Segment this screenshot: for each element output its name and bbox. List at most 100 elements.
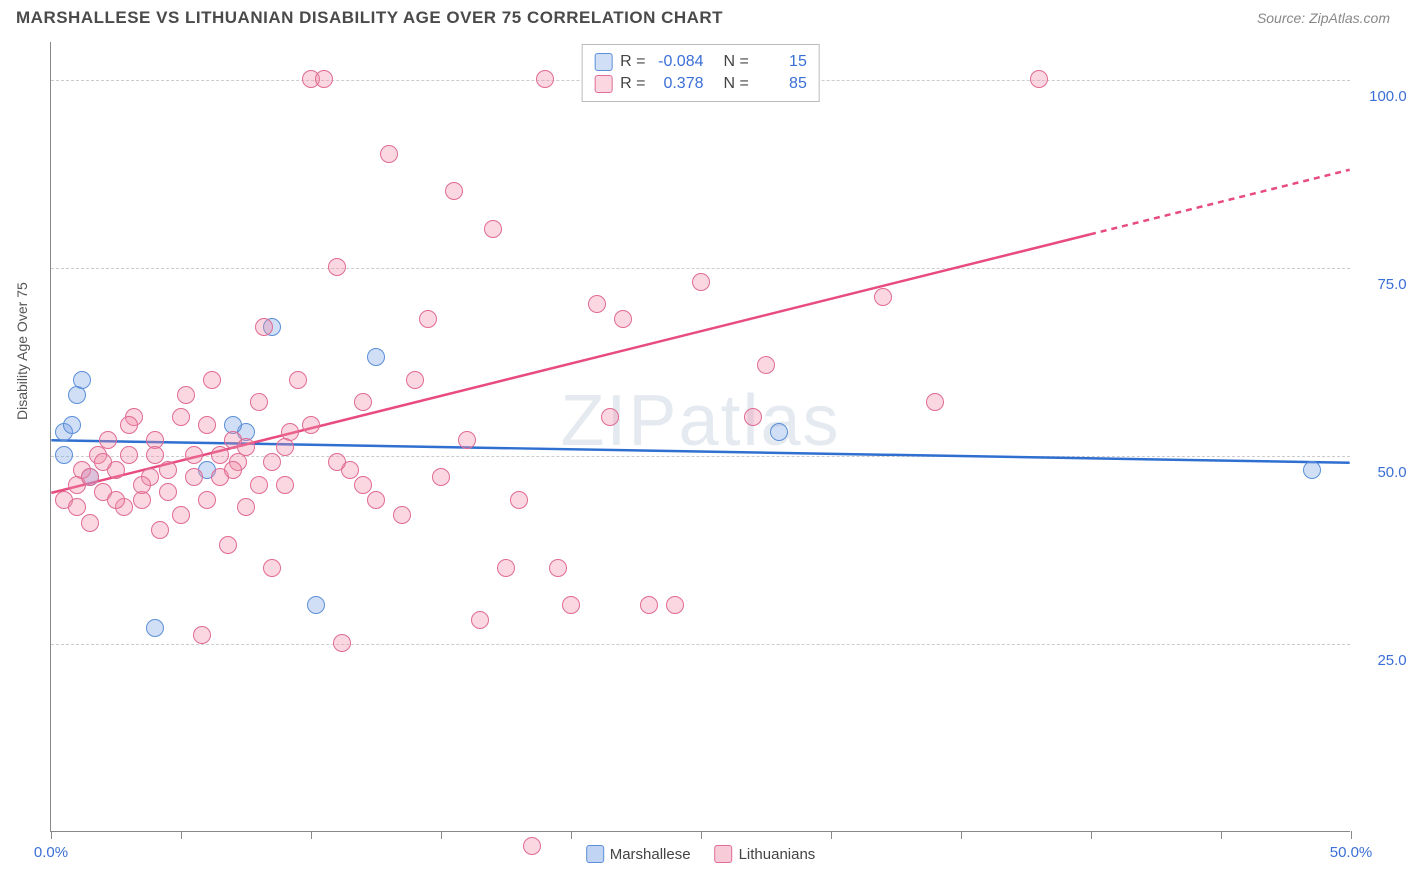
data-point (666, 596, 684, 614)
data-point (536, 70, 554, 88)
data-point (588, 295, 606, 313)
data-point (276, 438, 294, 456)
legend-row-marshallese: R = -0.084 N = 15 (594, 51, 807, 73)
data-point (367, 348, 385, 366)
legend-correlation: R = -0.084 N = 15 R = 0.378 N = 85 (581, 44, 820, 102)
x-tick (181, 831, 182, 839)
swatch-marshallese-bottom (586, 845, 604, 863)
data-point (94, 453, 112, 471)
data-point (263, 559, 281, 577)
data-point (458, 431, 476, 449)
data-point (159, 461, 177, 479)
legend-series: Marshallese Lithuanians (586, 845, 816, 863)
data-point (81, 514, 99, 532)
chart-plot-area: ZIPatlas R = -0.084 N = 15 R = 0.378 N =… (50, 42, 1350, 832)
data-point (328, 453, 346, 471)
swatch-lithuanians-bottom (715, 845, 733, 863)
y-tick-label: 75.0% (1360, 276, 1406, 293)
data-point (640, 596, 658, 614)
swatch-marshallese (594, 53, 612, 71)
data-point (185, 446, 203, 464)
data-point (1303, 461, 1321, 479)
data-point (73, 371, 91, 389)
x-tick (1221, 831, 1222, 839)
data-point (255, 318, 273, 336)
data-point (926, 393, 944, 411)
y-tick-label: 100.0% (1360, 88, 1406, 105)
x-tick (51, 831, 52, 839)
data-point (367, 491, 385, 509)
data-point (120, 416, 138, 434)
x-tick (831, 831, 832, 839)
y-tick-label: 50.0% (1360, 464, 1406, 481)
data-point (601, 408, 619, 426)
data-point (432, 468, 450, 486)
data-point (177, 386, 195, 404)
data-point (55, 446, 73, 464)
r-value-lithuanians: 0.378 (654, 75, 704, 93)
legend-row-lithuanians: R = 0.378 N = 85 (594, 73, 807, 95)
legend-item-marshallese: Marshallese (586, 845, 691, 863)
data-point (203, 371, 221, 389)
data-point (484, 220, 502, 238)
x-tick (311, 831, 312, 839)
x-tick (571, 831, 572, 839)
x-tick (961, 831, 962, 839)
data-point (614, 310, 632, 328)
data-point (172, 506, 190, 524)
x-tick-label: 50.0% (1330, 844, 1373, 861)
data-point (237, 498, 255, 516)
chart-title: MARSHALLESE VS LITHUANIAN DISABILITY AGE… (16, 8, 723, 28)
data-point (133, 476, 151, 494)
data-point (263, 453, 281, 471)
data-point (198, 491, 216, 509)
data-point (744, 408, 762, 426)
data-point (562, 596, 580, 614)
y-axis-label: Disability Age Over 75 (14, 282, 30, 420)
data-point (354, 476, 372, 494)
data-point (172, 408, 190, 426)
y-tick-label: 25.0% (1360, 652, 1406, 669)
data-point (510, 491, 528, 509)
data-point (328, 258, 346, 276)
data-point (307, 596, 325, 614)
x-tick (1351, 831, 1352, 839)
data-point (185, 468, 203, 486)
r-value-marshallese: -0.084 (654, 53, 704, 71)
data-point (471, 611, 489, 629)
data-point (120, 446, 138, 464)
data-point (315, 70, 333, 88)
data-point (380, 145, 398, 163)
legend-item-lithuanians: Lithuanians (715, 845, 816, 863)
x-tick (441, 831, 442, 839)
data-point (198, 416, 216, 434)
data-point (523, 837, 541, 855)
data-point (549, 559, 567, 577)
data-point (146, 446, 164, 464)
data-point (81, 468, 99, 486)
data-point (159, 483, 177, 501)
gridline (51, 644, 1350, 645)
data-point (237, 438, 255, 456)
data-point (250, 476, 268, 494)
header: MARSHALLESE VS LITHUANIAN DISABILITY AGE… (0, 0, 1406, 32)
data-point (419, 310, 437, 328)
data-point (445, 182, 463, 200)
data-point (151, 521, 169, 539)
data-point (354, 393, 372, 411)
data-point (406, 371, 424, 389)
data-point (302, 416, 320, 434)
x-tick-label: 0.0% (34, 844, 68, 861)
data-point (1030, 70, 1048, 88)
data-point (874, 288, 892, 306)
gridline (51, 268, 1350, 269)
data-point (63, 416, 81, 434)
data-point (219, 536, 237, 554)
data-point (497, 559, 515, 577)
n-value-marshallese: 15 (757, 53, 807, 71)
data-point (224, 461, 242, 479)
data-point (276, 476, 294, 494)
data-point (99, 431, 117, 449)
x-tick (701, 831, 702, 839)
data-point (107, 491, 125, 509)
